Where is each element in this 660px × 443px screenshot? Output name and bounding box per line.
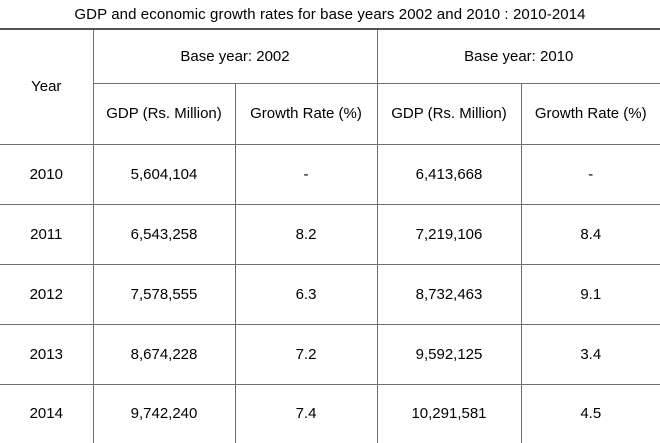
header-year: Year: [0, 28, 94, 145]
cell-growth-2002: -: [234, 143, 378, 205]
cell-gdp-2002: 7,578,555: [92, 263, 236, 325]
cell-year: 2014: [0, 383, 94, 443]
cell-year: 2010: [0, 143, 94, 205]
header-row-base-years: Year Base year: 2002 Base year: 2010: [0, 28, 660, 145]
cell-year: 2012: [0, 263, 94, 325]
cell-growth-2002: 8.2: [234, 203, 378, 265]
header-gdp-2002: GDP (Rs. Million): [93, 82, 236, 145]
table-row: 2014 9,742,240 7.4 10,291,581 4.5: [0, 383, 660, 443]
cell-growth-2010: -: [520, 143, 660, 205]
table-row: 2013 8,674,228 7.2 9,592,125 3.4: [0, 323, 660, 385]
cell-growth-2010: 9.1: [520, 263, 660, 325]
header-growth-2010: Growth Rate (%): [520, 82, 660, 145]
table-row: 2011 6,543,258 8.2 7,219,106 8.4: [0, 203, 660, 265]
table-title: GDP and economic growth rates for base y…: [74, 6, 586, 23]
cell-gdp-2010: 7,219,106: [376, 203, 522, 265]
header-base-2010: Base year: 2010: [376, 28, 660, 84]
cell-gdp-2010: 6,413,668: [376, 143, 522, 205]
gdp-growth-table: Year Base year: 2002 Base year: 2010 GDP…: [0, 28, 660, 443]
cell-gdp-2002: 8,674,228: [92, 323, 236, 385]
cell-growth-2010: 4.5: [520, 383, 660, 443]
cell-year: 2011: [0, 203, 94, 265]
cell-gdp-2010: 10,291,581: [376, 383, 522, 443]
header-base-2002: Base year: 2002: [92, 28, 378, 84]
cell-gdp-2002: 9,742,240: [92, 383, 236, 443]
cell-year: 2013: [0, 323, 94, 385]
cell-growth-2010: 3.4: [520, 323, 660, 385]
header-growth-2002: Growth Rate (%): [234, 82, 378, 145]
cell-growth-2002: 7.2: [234, 323, 378, 385]
header-gdp-2010: GDP (Rs. Million): [376, 82, 522, 145]
cell-gdp-2002: 5,604,104: [92, 143, 236, 205]
cell-gdp-2010: 8,732,463: [376, 263, 522, 325]
cell-gdp-2002: 6,543,258: [92, 203, 236, 265]
table-row: 2010 5,604,104 - 6,413,668 -: [0, 143, 660, 205]
cell-gdp-2010: 9,592,125: [376, 323, 522, 385]
cell-growth-2002: 6.3: [234, 263, 378, 325]
header-row-columns: GDP (Rs. Million) Growth Rate (%) GDP (R…: [0, 82, 660, 145]
cell-growth-2002: 7.4: [234, 383, 378, 443]
cell-growth-2010: 8.4: [520, 203, 660, 265]
table-row: 2012 7,578,555 6.3 8,732,463 9.1: [0, 263, 660, 325]
